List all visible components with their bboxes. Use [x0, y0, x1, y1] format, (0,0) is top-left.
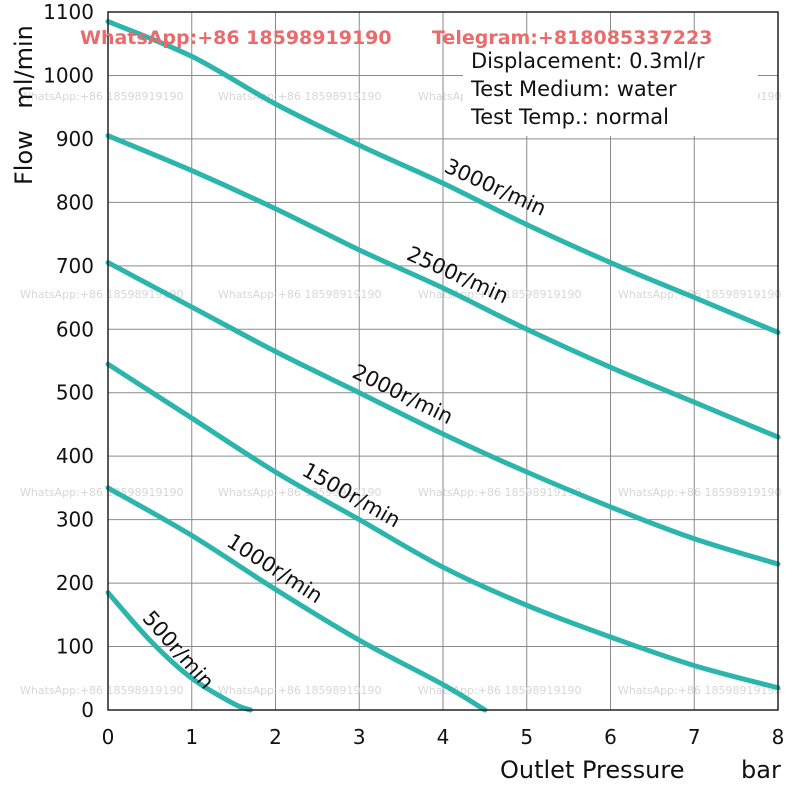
- y-tick-label: 500: [56, 381, 94, 405]
- y-tick-label: 1100: [43, 0, 94, 24]
- x-tick-label: 8: [772, 725, 785, 749]
- x-tick-label: 2: [269, 725, 282, 749]
- watermark-text: WhatsApp:+86 18598919190: [218, 684, 382, 697]
- test-temp-note: Test Temp.: normal: [470, 105, 669, 129]
- x-tick-label: 7: [688, 725, 701, 749]
- watermark-text: WhatsApp:+86 18598919190: [20, 684, 184, 697]
- watermark-text: WhatsApp:+86 18598919190: [218, 288, 382, 301]
- y-axis-title: Flow ml/min: [10, 25, 38, 185]
- series-label-1000r-min: 1000r/min: [223, 529, 327, 608]
- watermark-text: WhatsApp:+86 18598919190: [618, 288, 782, 301]
- whatsapp-contact: WhatsApp:+86 18598919190: [80, 27, 392, 49]
- watermark-text: WhatsApp:+86 18598919190: [618, 486, 782, 499]
- x-axis-title: Outlet Pressure: [500, 756, 684, 784]
- watermark-text: WhatsApp:+86 18598919190: [20, 288, 184, 301]
- watermark-text: WhatsApp:+86 18598919190: [20, 486, 184, 499]
- curves: [105, 19, 781, 713]
- curve-2000r-min: [105, 260, 781, 567]
- y-tick-label: 1000: [43, 63, 94, 87]
- curve-3000r-min: [105, 19, 781, 335]
- test-medium-note: Test Medium: water: [470, 77, 677, 101]
- info-box: [463, 44, 758, 136]
- y-tick-label: 0: [81, 698, 94, 722]
- x-tick-label: 4: [437, 725, 450, 749]
- y-axis-unit: ml/min: [10, 25, 38, 108]
- x-tick-label: 3: [353, 725, 366, 749]
- x-tick-label: 1: [185, 725, 198, 749]
- x-tick-label: 5: [520, 725, 533, 749]
- watermark-text: WhatsApp:+86 18598919190: [20, 90, 184, 103]
- y-tick-label: 800: [56, 190, 94, 214]
- series-label-500r-min: 500r/min: [138, 606, 219, 694]
- tick-labels: 0 1 2 3 4 5 6 7 8 0 100 200 300 400 500 600 700 800 900 100…: [43, 0, 784, 749]
- curve-2500r-min: [105, 133, 781, 440]
- curve-1000r-min: [105, 485, 488, 713]
- y-tick-label: 200: [56, 571, 94, 595]
- y-tick-label: 400: [56, 444, 94, 468]
- x-tick-label: 6: [604, 725, 617, 749]
- watermark-text: WhatsApp:+86 18598919190: [218, 486, 382, 499]
- x-axis-unit: bar: [741, 756, 781, 784]
- y-axis-label: Flow: [10, 130, 38, 185]
- y-tick-label: 900: [56, 127, 94, 151]
- curve-500r-min: [105, 590, 253, 713]
- y-tick-label: 700: [56, 254, 94, 278]
- y-tick-label: 100: [56, 635, 94, 659]
- watermark-text: WhatsApp:+86 18598919190: [418, 486, 582, 499]
- watermark-text: WhatsApp:+86 18598919190: [218, 90, 382, 103]
- x-tick-label: 0: [102, 725, 115, 749]
- watermark-text: WhatsApp:+86 18598919190: [618, 684, 782, 697]
- displacement-note: Displacement: 0.3ml/r: [471, 49, 705, 73]
- curve-1500r-min: [105, 361, 781, 691]
- y-tick-label: 600: [56, 317, 94, 341]
- y-tick-label: 300: [56, 508, 94, 532]
- plot-frame: [107, 11, 779, 711]
- telegram-contact: Telegram:+818085337223: [432, 27, 712, 49]
